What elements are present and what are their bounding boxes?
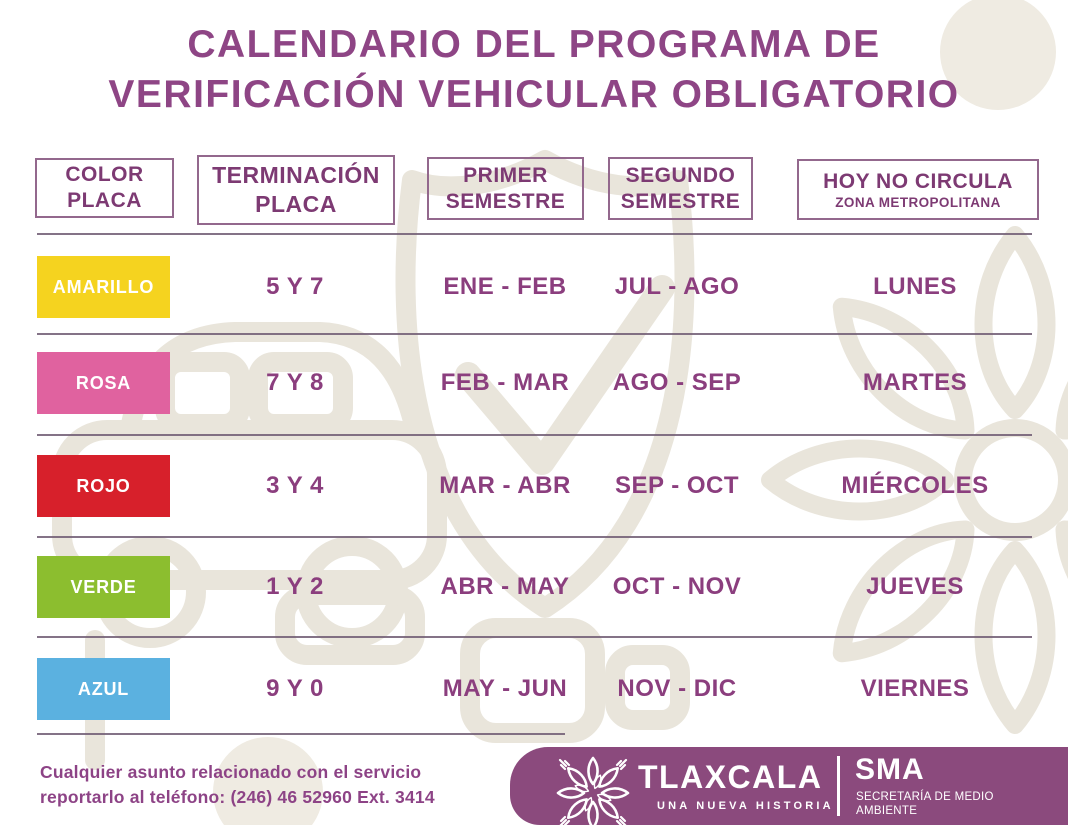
row-divider <box>37 233 1032 235</box>
header-primer-semestre: PRIMER SEMESTRE <box>427 157 584 220</box>
color-swatch: VERDE <box>37 556 170 618</box>
no-circulation-day: LUNES <box>873 273 957 300</box>
header-text: SEMESTRE <box>445 189 566 213</box>
org-acronym: SMA <box>855 753 925 786</box>
phone-notice-line2: reportarlo al teléfono: (246) 46 52960 E… <box>40 787 435 807</box>
first-semester: MAY - JUN <box>442 675 568 702</box>
header-segundo-semestre: SEGUNDO SEMESTRE <box>608 157 753 220</box>
header-text: TERMINACIÓN <box>212 162 380 188</box>
first-semester: ENE - FEB <box>443 273 567 300</box>
header-text: PRIMER <box>463 163 548 187</box>
header-text: SEMESTRE <box>620 189 741 213</box>
header-text: SEGUNDO <box>625 163 736 187</box>
color-swatch: ROSA <box>37 352 170 414</box>
tlaxcala-sma-banner: TLAXCALA UNA NUEVA HISTORIA SMA SECRETAR… <box>510 747 1068 830</box>
table-row-verde: VERDE 1 Y 2 ABR - MAY OCT - NOV JUEVES <box>0 556 1068 618</box>
page-title-line1: CALENDARIO DEL PROGRAMA DE <box>187 23 881 66</box>
plate-endings: 1 Y 2 <box>266 573 324 600</box>
header-text: PLACA <box>67 189 142 212</box>
row-divider <box>37 333 1032 335</box>
plate-endings: 3 Y 4 <box>266 472 324 499</box>
no-circulation-day: MARTES <box>862 369 968 396</box>
first-semester: MAR - ABR <box>439 472 571 499</box>
brand-tagline: UNA NUEVA HISTORIA <box>657 800 834 812</box>
banner-divider <box>837 756 840 816</box>
tlaxcala-flower-icon <box>556 756 630 830</box>
row-divider <box>37 434 1032 436</box>
page-title: CALENDARIO DEL PROGRAMA DE VERIFICACIÓN … <box>0 20 1068 120</box>
header-text: COLOR <box>65 163 144 186</box>
table-row-rojo: ROJO 3 Y 4 MAR - ABR SEP - OCT MIÉRCOLES <box>0 455 1068 517</box>
second-semester: NOV - DIC <box>617 675 737 702</box>
first-semester: ABR - MAY <box>440 573 570 600</box>
page-title-line2: VERIFICACIÓN VEHICULAR OBLIGATORIO <box>108 73 960 116</box>
row-divider <box>37 636 1032 638</box>
color-swatch: AZUL <box>37 658 170 720</box>
no-circulation-day: JUEVES <box>866 573 964 600</box>
color-swatch: AMARILLO <box>37 256 170 318</box>
header-color-placa: COLOR PLACA <box>35 158 174 218</box>
second-semester: AGO - SEP <box>612 369 742 396</box>
second-semester: SEP - OCT <box>614 472 740 499</box>
no-circulation-day: VIERNES <box>860 675 970 702</box>
second-semester: OCT - NOV <box>612 573 742 600</box>
shield-check-icon <box>395 150 695 743</box>
table-row-amarillo: AMARILLO 5 Y 7 ENE - FEB JUL - AGO LUNES <box>0 256 1068 318</box>
plate-endings: 5 Y 7 <box>266 273 324 300</box>
first-semester: FEB - MAR <box>440 369 570 396</box>
header-hoy-no-circula: HOY NO CIRCULA ZONA METROPOLITANA <box>797 159 1039 220</box>
color-swatch: ROJO <box>37 455 170 517</box>
table-row-rosa: ROSA 7 Y 8 FEB - MAR AGO - SEP MARTES <box>0 352 1068 414</box>
brand-name: TLAXCALA <box>638 759 823 795</box>
no-circulation-day: MIÉRCOLES <box>841 472 989 499</box>
row-divider <box>37 536 1032 538</box>
row-divider <box>37 733 565 735</box>
org-name: SECRETARÍA DE MEDIO AMBIENTE <box>856 791 994 817</box>
phone-notice-line1: Cualquier asunto relacionado con el serv… <box>40 762 422 782</box>
phone-notice: Cualquier asunto relacionado con el serv… <box>40 760 435 810</box>
header-text: ZONA METROPOLITANA <box>835 194 1001 210</box>
flower-pattern-icon <box>761 226 1068 734</box>
watermark-blobs <box>213 0 1056 825</box>
second-semester: JUL - AGO <box>614 273 740 300</box>
header-terminacion-placa: TERMINACIÓN PLACA <box>197 155 395 225</box>
plate-endings: 7 Y 8 <box>266 369 324 396</box>
header-text: HOY NO CIRCULA <box>823 169 1013 193</box>
table-row-azul: AZUL 9 Y 0 MAY - JUN NOV - DIC VIERNES <box>0 658 1068 720</box>
header-text: PLACA <box>255 191 337 217</box>
plate-endings: 9 Y 0 <box>266 675 324 702</box>
